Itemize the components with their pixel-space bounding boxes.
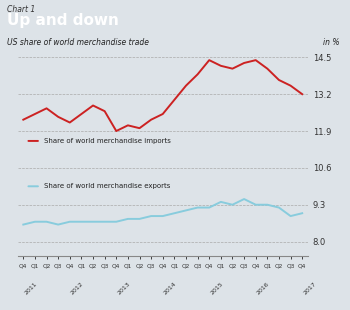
Text: 2016: 2016	[256, 281, 270, 295]
Text: Share of world merchandise imports: Share of world merchandise imports	[44, 138, 171, 144]
Text: 2017: 2017	[302, 281, 317, 295]
Text: US share of world merchandise trade: US share of world merchandise trade	[7, 38, 149, 47]
Text: 2014: 2014	[163, 281, 177, 295]
Text: Up and down: Up and down	[7, 13, 119, 29]
Text: 2012: 2012	[70, 281, 84, 295]
Text: 2011: 2011	[23, 281, 38, 295]
Text: in %: in %	[323, 38, 339, 47]
Text: 2015: 2015	[209, 281, 224, 295]
Text: Share of world merchandise exports: Share of world merchandise exports	[44, 183, 170, 189]
Text: Chart 1: Chart 1	[7, 5, 35, 14]
Text: 2013: 2013	[116, 281, 131, 295]
